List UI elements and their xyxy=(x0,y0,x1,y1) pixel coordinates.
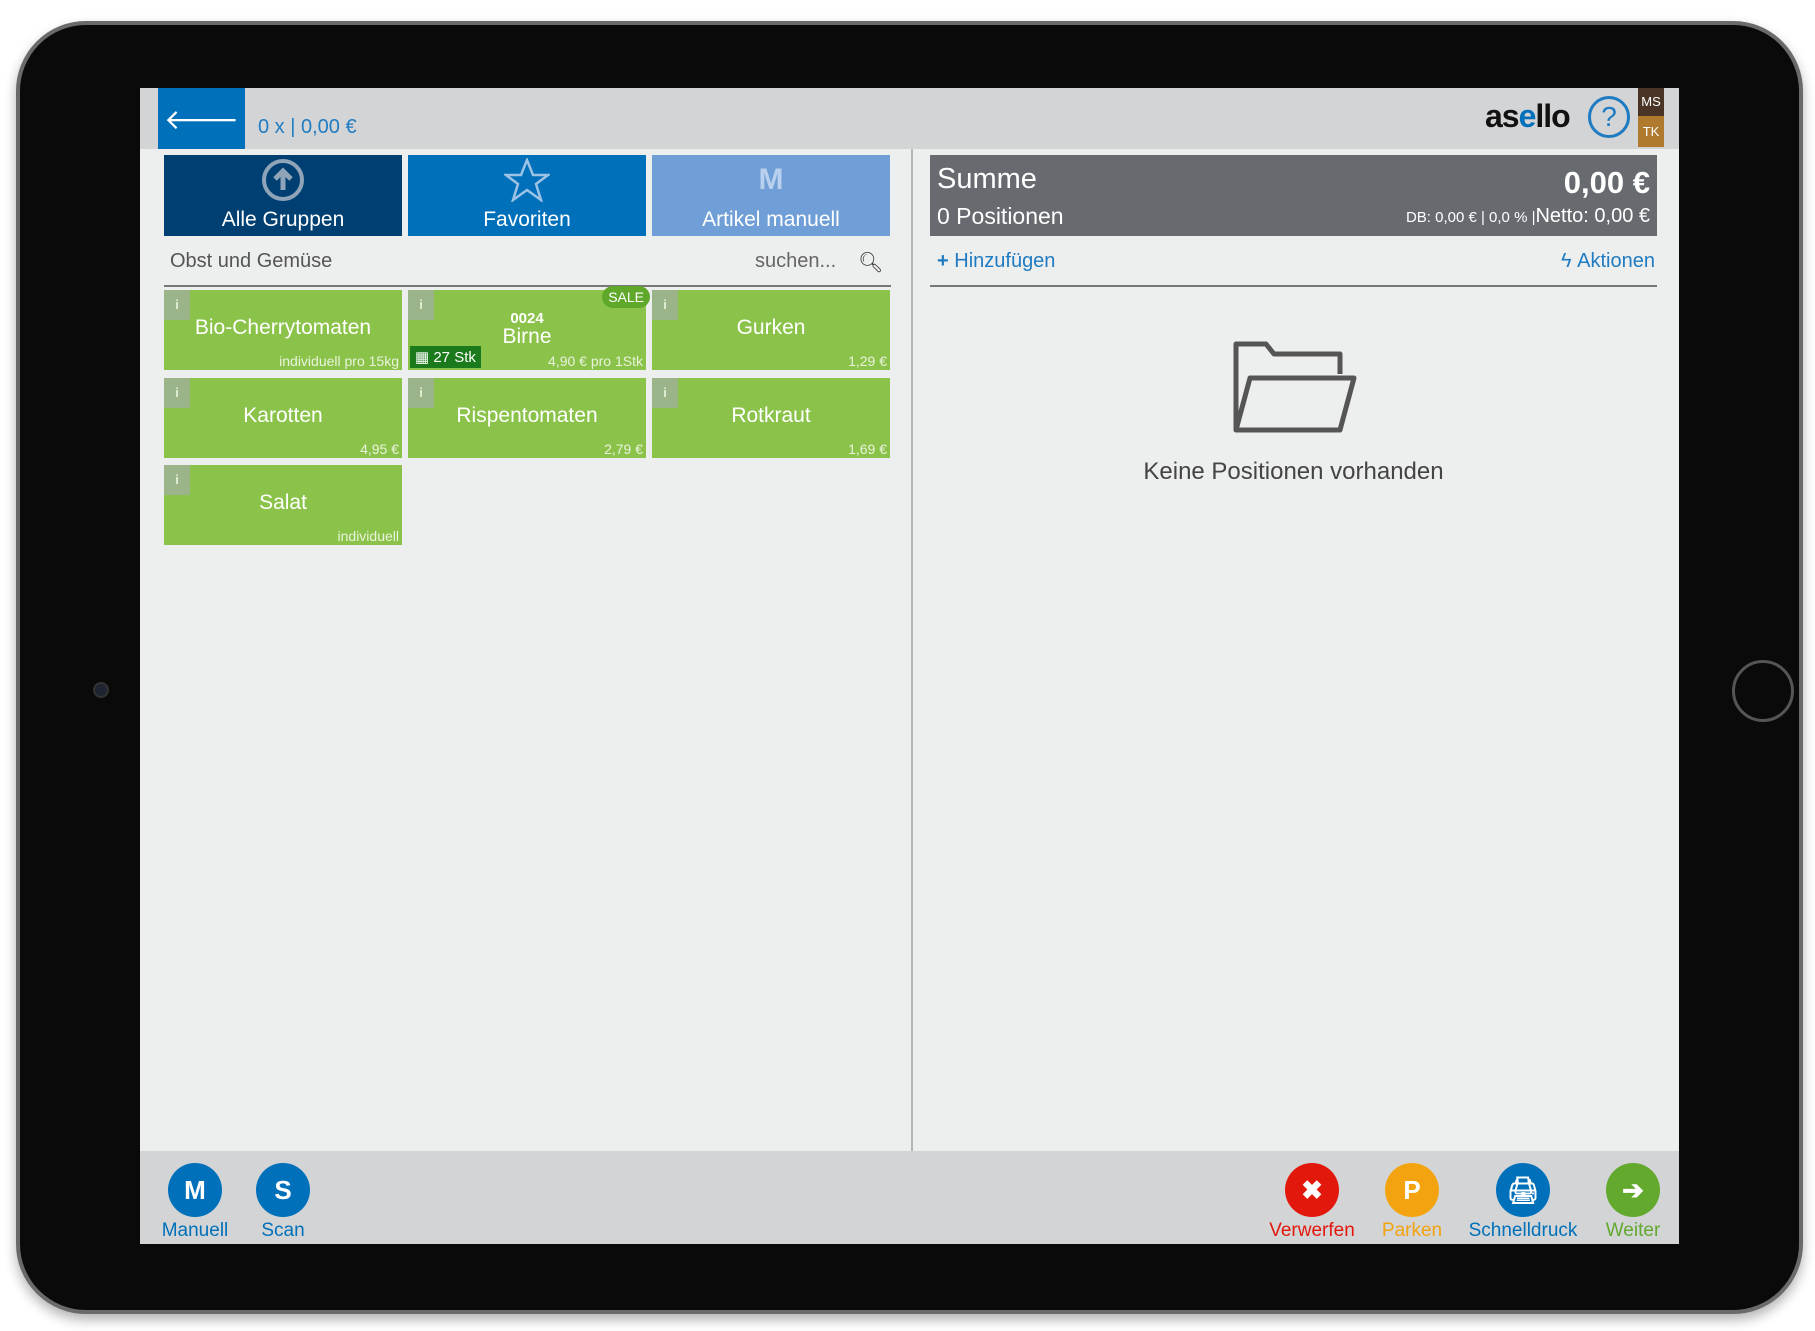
panel-divider xyxy=(911,149,913,1151)
total-amount: 0,00 € xyxy=(1563,165,1650,200)
parken-icon: P xyxy=(1403,1175,1421,1205)
positions-count: 0 Positionen xyxy=(937,203,1064,229)
tab-label: Alle Gruppen xyxy=(221,208,345,231)
verwerfen-button[interactable]: ✖ Verwerfen xyxy=(1257,1163,1367,1242)
product-price: individuell pro 15kg xyxy=(279,353,399,369)
arrow-left-icon: 🡐 xyxy=(163,103,240,135)
verwerfen-icon: ✖ xyxy=(1301,1175,1323,1205)
tab-label: Artikel manuell xyxy=(702,208,840,231)
add-label: Hinzufügen xyxy=(954,250,1056,272)
manuell-button[interactable]: M Manuell xyxy=(140,1163,250,1242)
schnelldruck-button[interactable]: 🖨︎ Schnelldruck xyxy=(1468,1163,1578,1242)
info-icon[interactable]: i xyxy=(652,378,678,408)
stock-badge: ▦ 27 Stk xyxy=(410,346,481,368)
actions-button[interactable]: ϟ Aktionen xyxy=(1561,250,1655,273)
product-tile[interactable]: i Rispentomaten 2,79 € xyxy=(408,378,646,458)
user-badge-tk[interactable]: TK xyxy=(1638,116,1664,147)
folder-open-icon xyxy=(1233,341,1357,433)
cart-summary: 0 x | 0,00 € xyxy=(258,116,357,138)
netto-amount: Netto: 0,00 € xyxy=(1535,205,1650,227)
print-icon: 🖨︎ xyxy=(1506,1175,1540,1205)
weiter-button[interactable]: ➔ Weiter xyxy=(1578,1163,1679,1242)
info-icon[interactable]: i xyxy=(164,465,190,495)
tab-favoriten[interactable]: Favoriten xyxy=(408,155,646,236)
db-details: DB: 0,00 € | 0,0 % | xyxy=(1405,209,1536,226)
add-button[interactable]: + Hinzufügen xyxy=(937,250,1055,273)
product-name: Gurken xyxy=(736,316,806,339)
product-price: 2,79 € xyxy=(604,441,643,457)
manuell-icon: M xyxy=(184,1175,206,1205)
back-button[interactable]: 🡐 xyxy=(158,88,245,149)
product-name: Rotkraut xyxy=(731,404,811,427)
question-circle-icon[interactable]: ? xyxy=(1588,96,1630,138)
scan-icon: S xyxy=(274,1175,292,1205)
pos-screen: 🡐 0 x | 0,00 € asello ? MS TK Alle Grupp… xyxy=(140,88,1679,1244)
product-tile[interactable]: i Karotten 4,95 € xyxy=(164,378,402,458)
info-icon[interactable]: i xyxy=(164,378,190,408)
product-price: 1,69 € xyxy=(848,441,887,457)
button-label: Scan xyxy=(261,1220,305,1241)
stock-count: 27 Stk xyxy=(433,349,476,366)
arrow-up-circle-icon xyxy=(262,159,304,201)
button-label: Parken xyxy=(1381,1220,1443,1241)
home-button[interactable] xyxy=(1732,660,1794,722)
empty-message: Keine Positionen vorhanden xyxy=(1143,458,1444,485)
info-icon[interactable]: i xyxy=(164,290,190,320)
divider xyxy=(164,285,891,287)
summary-title: Summe xyxy=(937,163,1037,195)
plus-icon: + xyxy=(937,250,949,272)
sale-badge: SALE xyxy=(602,286,650,308)
bolt-icon: ϟ xyxy=(1561,250,1572,272)
user-badge-ms[interactable]: MS xyxy=(1638,88,1664,116)
summary-box: Summe 0 Positionen 0,00 € DB: 0,00 € | 0… xyxy=(930,155,1657,236)
parken-button[interactable]: P Parken xyxy=(1357,1163,1467,1242)
tab-alle-gruppen[interactable]: Alle Gruppen xyxy=(164,155,402,236)
m-icon: M xyxy=(758,163,784,196)
product-name: Karotten xyxy=(243,404,323,427)
scan-button[interactable]: S Scan xyxy=(228,1163,338,1242)
product-price: 4,95 € xyxy=(360,441,399,457)
header: 🡐 0 x | 0,00 € asello ? MS TK xyxy=(140,88,1679,149)
info-icon[interactable]: i xyxy=(652,290,678,320)
product-tile[interactable]: i Rotkraut 1,69 € xyxy=(652,378,890,458)
product-tile[interactable]: i Bio-Cherrytomaten individuell pro 15kg xyxy=(164,290,402,370)
star-icon xyxy=(504,158,550,202)
group-title: Obst und Gemüse xyxy=(170,250,333,272)
product-name: Salat xyxy=(259,491,307,514)
product-tile[interactable]: i Salat individuell xyxy=(164,465,402,545)
button-label: Verwerfen xyxy=(1269,1220,1355,1241)
weiter-icon: ➔ xyxy=(1622,1175,1644,1205)
product-name: Bio-Cherrytomaten xyxy=(194,316,372,339)
product-price: individuell xyxy=(337,528,399,544)
product-price: 4,90 € pro 1Stk xyxy=(548,353,643,369)
bottom-toolbar: M Manuell S Scan ✖ Verwerfen P Parken 🖨︎ Schnelld… xyxy=(140,1151,1679,1244)
product-code: 0024 xyxy=(510,310,544,327)
button-label: Schnelldruck xyxy=(1468,1220,1578,1241)
button-label: Weiter xyxy=(1605,1220,1661,1241)
button-label: Manuell xyxy=(161,1220,229,1241)
info-icon[interactable]: i xyxy=(408,378,434,408)
tab-artikel-manuell[interactable]: M Artikel manuell xyxy=(652,155,890,236)
info-icon[interactable]: i xyxy=(408,290,434,320)
divider xyxy=(930,285,1657,287)
search-input[interactable]: suchen... xyxy=(755,250,837,272)
product-tile[interactable]: i 0024 Birne 4,90 € pro 1Stk SALE ▦ 27 Stk xyxy=(408,286,650,370)
product-tile[interactable]: i Gurken 1,29 € xyxy=(652,290,890,370)
tab-label: Favoriten xyxy=(483,208,571,231)
asello-logo: asello xyxy=(1485,98,1571,134)
product-name: Rispentomaten xyxy=(456,404,598,427)
camera xyxy=(93,682,109,698)
product-price: 1,29 € xyxy=(848,353,887,369)
search-icon[interactable]: 🔍︎ xyxy=(858,252,884,274)
actions-label: Aktionen xyxy=(1577,250,1655,272)
product-name: Birne xyxy=(502,325,552,348)
